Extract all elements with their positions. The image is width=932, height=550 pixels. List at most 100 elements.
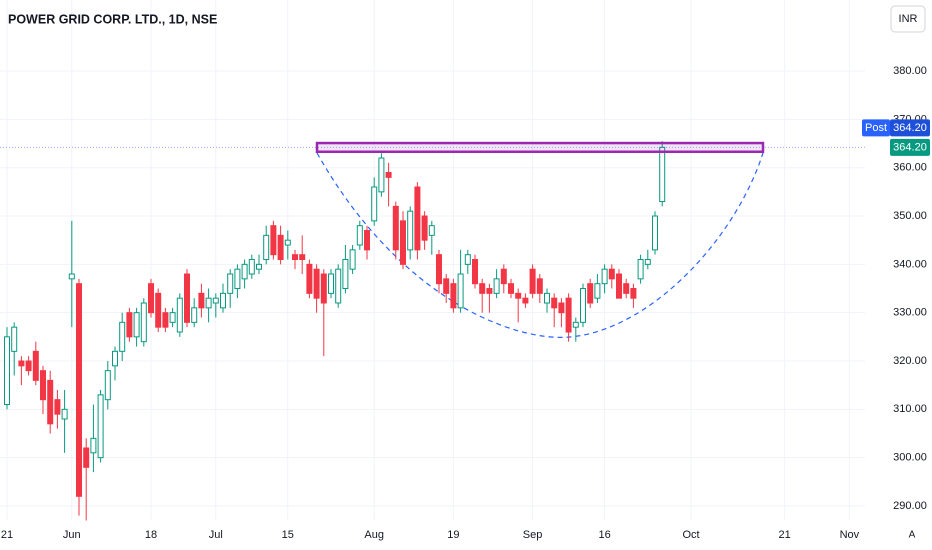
x-tick-label: 18 [145, 529, 157, 541]
candle-body [558, 302, 565, 314]
candle-body [18, 360, 25, 367]
candle-body [594, 283, 601, 299]
y-tick-label: 360.00 [893, 162, 927, 174]
currency-button[interactable] [890, 5, 926, 33]
candle-body [472, 259, 478, 285]
candle-body [263, 234, 270, 261]
candle-body [54, 399, 61, 415]
x-tick-label: 16 [598, 529, 610, 541]
candle-body [544, 292, 550, 304]
candle-body [486, 288, 493, 294]
candle-body [32, 350, 39, 381]
candle-body [349, 249, 356, 270]
x-tick-label: Oct [682, 529, 699, 541]
candle-body [299, 254, 306, 261]
x-tick-label: Sep [523, 529, 543, 541]
candle-body [608, 268, 615, 280]
candle-body [428, 225, 435, 236]
candle-body [407, 210, 414, 251]
y-tick-label: 300.00 [893, 452, 927, 464]
candle-body [270, 225, 277, 256]
candle-body [140, 302, 147, 343]
candle-body [148, 283, 154, 314]
candle-body [400, 220, 406, 265]
x-tick-label: Jul [209, 529, 223, 541]
candle-body [306, 263, 313, 294]
candle-body [126, 312, 133, 338]
x-tick-label: Jun [63, 529, 81, 541]
candle-body [616, 273, 622, 299]
candle-body [659, 146, 666, 203]
candle-body [342, 259, 349, 290]
candle-body [508, 283, 514, 294]
candle-body [184, 273, 190, 323]
candle-body [637, 259, 644, 280]
candle-body [61, 408, 68, 420]
candle-body [529, 268, 536, 294]
candle-body [284, 239, 291, 246]
cup-curve [316, 152, 764, 338]
post-name: Post [865, 122, 887, 134]
y-tick-label: 310.00 [893, 403, 927, 415]
candle-body [248, 259, 255, 275]
candle-body [97, 394, 104, 459]
candle-body [371, 186, 378, 222]
candle-body [198, 292, 205, 309]
y-tick-label: 380.00 [893, 65, 927, 77]
currency[interactable]: INR [899, 13, 918, 25]
candle-body [385, 172, 392, 178]
x-tick-label: 21 [778, 529, 790, 541]
x-tick-label: Aug [364, 529, 384, 541]
candle-body [601, 268, 608, 285]
candle-body [551, 297, 558, 309]
candle-body [479, 283, 486, 294]
candle-body [356, 225, 363, 246]
candle-body [256, 263, 262, 270]
marks [4, 141, 666, 521]
candle-body [169, 312, 176, 323]
candle-body [4, 336, 10, 405]
post-name-box [862, 119, 890, 137]
candle-body [90, 437, 97, 454]
candle-body [119, 321, 126, 352]
candle-body [421, 215, 428, 241]
x-tick-label: 21 [1, 529, 13, 541]
candle-body [515, 292, 522, 299]
x-tick-label: 15 [282, 529, 294, 541]
candle-body [652, 215, 658, 251]
candle-body [241, 263, 248, 280]
candle-body [464, 254, 471, 265]
candle-body [500, 268, 507, 285]
candle-body [493, 278, 500, 294]
candle-body [176, 297, 183, 333]
candle-body [443, 278, 450, 294]
candle-body [364, 230, 370, 251]
candle-body [414, 186, 421, 251]
candle-body [565, 297, 572, 333]
candle-body [277, 234, 284, 261]
auto-scale[interactable]: A [909, 530, 916, 541]
candle-body [112, 350, 118, 367]
candle-body [155, 292, 162, 328]
candle-body [644, 259, 651, 265]
candle-body [292, 254, 298, 261]
candle-body [457, 273, 464, 309]
candle-body [234, 268, 241, 290]
x-tick-label: Nov [840, 529, 860, 541]
y-tick-label: 340.00 [893, 258, 927, 270]
candle-body [104, 370, 111, 401]
auto-scale-button[interactable] [903, 526, 921, 544]
candle-body [76, 283, 82, 497]
y-tick-label: 290.00 [893, 500, 927, 512]
candle-body [133, 312, 140, 338]
candle-body [212, 297, 219, 304]
candle-body [623, 283, 630, 294]
candle-body [328, 273, 334, 294]
last-price-box [890, 138, 930, 156]
candle-body [392, 205, 399, 251]
candle-body [25, 360, 32, 372]
candle-body [40, 370, 46, 401]
candle-body [313, 268, 320, 299]
